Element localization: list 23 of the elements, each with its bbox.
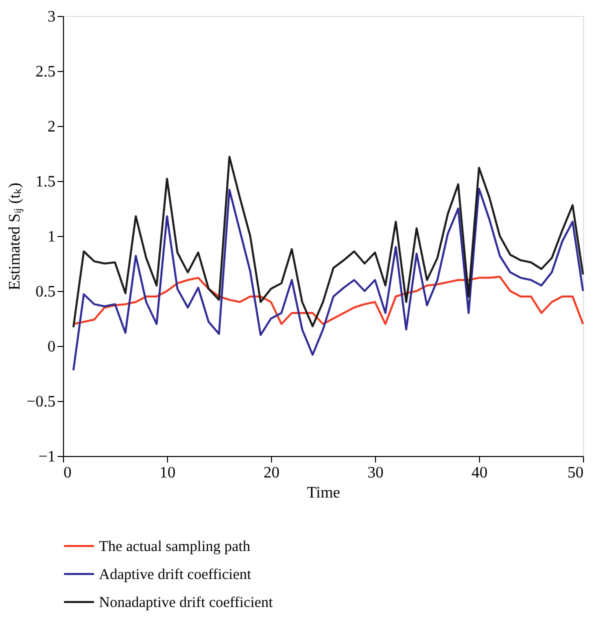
x-tick-label: 50	[568, 464, 584, 482]
x-tick-label: 30	[368, 464, 384, 482]
legend-label: Adaptive drift coefficient	[99, 567, 252, 583]
y-tick-label: −0.5	[26, 394, 56, 410]
legend-label: Nonadaptive drift coefficient	[99, 595, 274, 611]
y-tick-label: 0.5	[36, 284, 56, 300]
y-tick-label: 2.5	[36, 64, 56, 80]
x-tick-label: 0	[64, 464, 72, 482]
y-tick-label: 3	[48, 8, 56, 26]
legend-label: The actual sampling path	[99, 539, 251, 555]
y-axis-title: Estimated Sᵢⱼ (tₖ)	[6, 182, 24, 290]
x-axis-title: Time	[306, 484, 340, 502]
line-series	[72, 276, 584, 325]
y-tick-label: 2	[48, 118, 56, 136]
x-tick-label: 20	[264, 464, 280, 482]
y-tick-label: 1	[48, 228, 56, 246]
y-tick-label: 0	[48, 338, 56, 356]
line-series	[72, 156, 584, 328]
x-tick-label: 40	[472, 464, 488, 482]
y-tick-label: −1	[38, 448, 56, 466]
line-series	[72, 188, 584, 372]
x-tick-label: 10	[160, 464, 176, 482]
y-tick-label: 1.5	[36, 174, 56, 190]
